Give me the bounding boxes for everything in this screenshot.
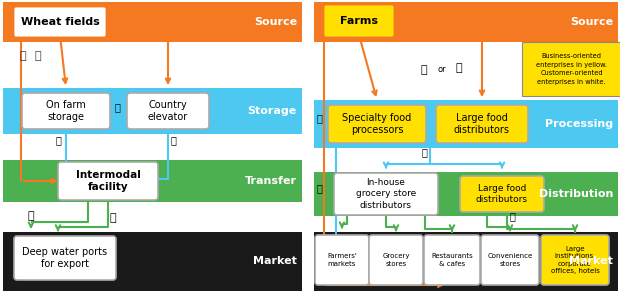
Text: Convenience
stores: Convenience stores bbox=[487, 253, 533, 267]
Text: Source: Source bbox=[570, 17, 613, 27]
Text: Processing: Processing bbox=[545, 119, 613, 129]
Text: 🚢: 🚢 bbox=[110, 213, 117, 223]
Text: 🏗: 🏗 bbox=[28, 211, 34, 221]
Text: 🚚: 🚚 bbox=[316, 113, 322, 123]
Text: Storage: Storage bbox=[248, 106, 297, 116]
FancyBboxPatch shape bbox=[22, 93, 110, 129]
Text: Grocery
stores: Grocery stores bbox=[383, 253, 410, 267]
FancyBboxPatch shape bbox=[314, 100, 618, 148]
Text: Market: Market bbox=[569, 256, 613, 267]
Text: On farm
storage: On farm storage bbox=[46, 100, 86, 122]
Text: Transfer: Transfer bbox=[245, 176, 297, 186]
Text: 🚚: 🚚 bbox=[509, 211, 515, 221]
Text: Distribution: Distribution bbox=[539, 189, 613, 199]
Text: Farms: Farms bbox=[340, 16, 378, 26]
Text: Farmers'
markets: Farmers' markets bbox=[327, 253, 357, 267]
Text: 🚚: 🚚 bbox=[316, 183, 322, 193]
FancyBboxPatch shape bbox=[314, 2, 618, 42]
Text: Large food
distributors: Large food distributors bbox=[454, 113, 510, 135]
FancyBboxPatch shape bbox=[314, 172, 618, 216]
FancyBboxPatch shape bbox=[314, 232, 618, 291]
Text: Business-oriented
enterprises in yellow.
Customer-oriented
enterprises in white.: Business-oriented enterprises in yellow.… bbox=[536, 53, 607, 85]
Text: Restaurants
& cafes: Restaurants & cafes bbox=[431, 253, 473, 267]
Text: 🚚: 🚚 bbox=[170, 135, 176, 145]
Text: Deep water ports
for export: Deep water ports for export bbox=[22, 247, 107, 269]
FancyBboxPatch shape bbox=[315, 235, 369, 285]
Text: In-house
grocery store
distributors: In-house grocery store distributors bbox=[356, 178, 416, 210]
FancyBboxPatch shape bbox=[334, 173, 438, 215]
FancyBboxPatch shape bbox=[3, 160, 302, 202]
Text: Source: Source bbox=[254, 17, 297, 27]
Text: Wheat fields: Wheat fields bbox=[20, 17, 99, 27]
Text: Country
elevator: Country elevator bbox=[148, 100, 188, 122]
FancyBboxPatch shape bbox=[127, 93, 209, 129]
FancyBboxPatch shape bbox=[460, 176, 544, 212]
FancyBboxPatch shape bbox=[14, 236, 116, 280]
Text: 🚂: 🚂 bbox=[456, 63, 463, 73]
Text: 🚚: 🚚 bbox=[35, 51, 42, 61]
FancyBboxPatch shape bbox=[13, 6, 107, 38]
Text: Large food
distributors: Large food distributors bbox=[476, 184, 528, 204]
FancyBboxPatch shape bbox=[522, 42, 620, 96]
Text: 🚚: 🚚 bbox=[422, 147, 427, 157]
Text: Specialty food
processors: Specialty food processors bbox=[342, 113, 412, 135]
FancyBboxPatch shape bbox=[369, 235, 423, 285]
Text: Market: Market bbox=[253, 256, 297, 267]
FancyBboxPatch shape bbox=[541, 235, 609, 285]
Text: Large
institutions,
corporate
offices, hotels: Large institutions, corporate offices, h… bbox=[551, 246, 600, 274]
Text: or: or bbox=[438, 65, 446, 74]
Text: 🚚: 🚚 bbox=[114, 102, 120, 112]
Text: 🚚: 🚚 bbox=[55, 135, 61, 145]
FancyBboxPatch shape bbox=[58, 162, 158, 200]
Text: 🚚: 🚚 bbox=[421, 65, 427, 75]
FancyBboxPatch shape bbox=[323, 4, 395, 38]
FancyBboxPatch shape bbox=[3, 232, 302, 291]
Text: 🚚: 🚚 bbox=[20, 51, 26, 61]
FancyBboxPatch shape bbox=[3, 2, 302, 42]
FancyBboxPatch shape bbox=[328, 105, 426, 143]
FancyBboxPatch shape bbox=[436, 105, 528, 143]
FancyBboxPatch shape bbox=[481, 235, 539, 285]
FancyBboxPatch shape bbox=[424, 235, 480, 285]
FancyBboxPatch shape bbox=[3, 88, 302, 134]
Text: Intermodal
facility: Intermodal facility bbox=[76, 170, 141, 192]
